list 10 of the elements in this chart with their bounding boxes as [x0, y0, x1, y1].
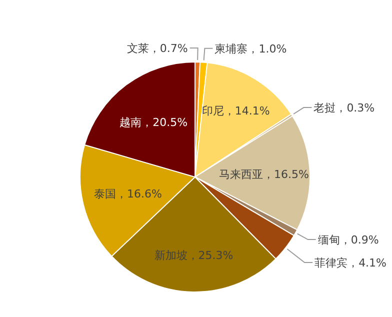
slice-label: 缅甸，0.9% — [318, 234, 379, 246]
slice-label: 老挝，0.3% — [314, 102, 375, 115]
slice-label: 柬埔寨，1.0% — [214, 42, 287, 56]
slice-label: 新加坡，25.3% — [154, 249, 234, 262]
slice-label: 菲律宾，4.1% — [314, 256, 387, 270]
slice-label: 越南，20.5% — [120, 116, 188, 129]
slice-label: 马来西亚，16.5% — [218, 168, 309, 182]
slice-label: 文莱，0.7% — [126, 42, 188, 56]
slice-label: 印尼，14.1% — [202, 104, 270, 118]
slice-label: 泰国，16.6% — [94, 187, 162, 200]
